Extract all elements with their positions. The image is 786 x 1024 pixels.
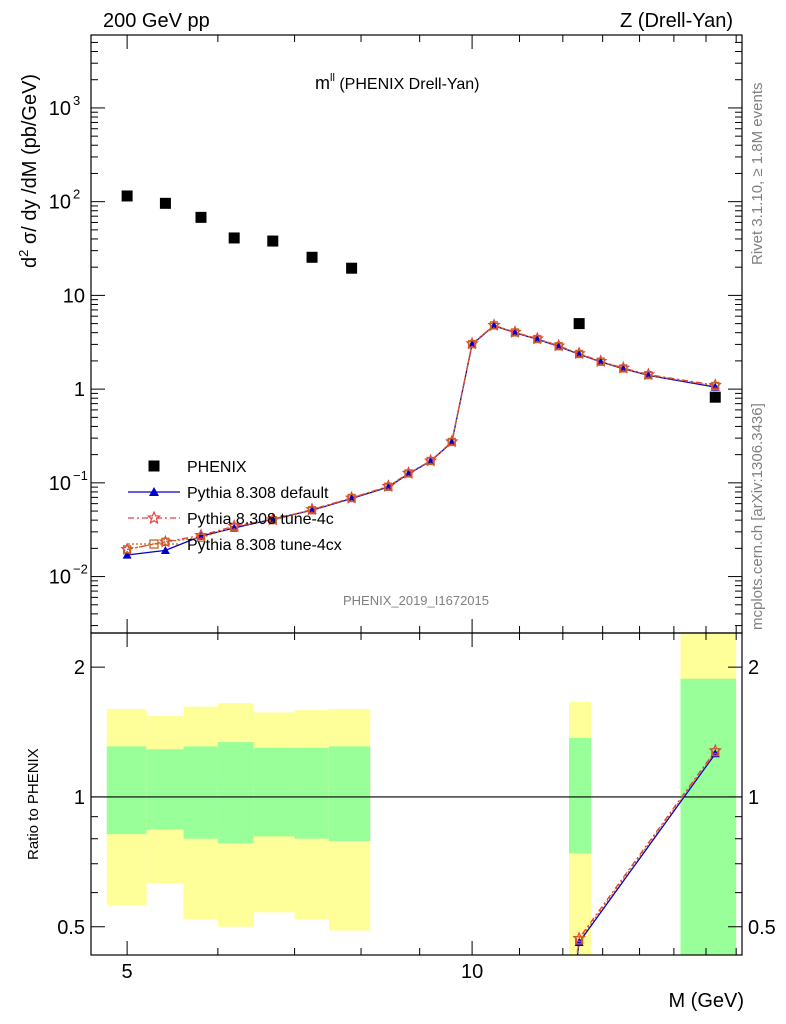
ratio-point-s2-0 (566, 1013, 573, 1020)
rivet-label: Rivet 3.1.10, ≥ 1.8M events (749, 83, 766, 266)
top-point-s3-13 (510, 328, 520, 337)
top-ytick-exp-0: −2 (73, 562, 88, 577)
ratio-ytick-label-right-1: 1 (748, 787, 759, 809)
top-ytick-label-3: 10 (63, 285, 85, 307)
top-point-s0-5 (306, 251, 318, 263)
top-point-s0-2 (195, 211, 207, 223)
top-ylabel: d2 σ/ dy /dM (pb/GeV) (16, 74, 41, 268)
ratio-point-s2-2 (711, 748, 720, 757)
top-point-s1-1 (160, 545, 170, 555)
top-ytick-exp-4: 2 (73, 187, 80, 202)
top-ytick-label-4: 10 (49, 192, 71, 214)
top-point-s0-0 (121, 190, 133, 202)
plot-title-rest: (PHENIX Drell-Yan) (335, 76, 480, 93)
mcplots-label: mcplots.cern.ch [arXiv:1306.3436] (749, 403, 766, 630)
ratio-series-line-1 (576, 750, 716, 955)
top-ytick-label-2: 1 (74, 379, 85, 401)
axis-ticks (91, 34, 742, 955)
legend-label-1: Pythia 8.308 default (187, 485, 329, 502)
legend-marker-0 (148, 460, 160, 472)
top-point-s3-7 (384, 482, 393, 491)
ratio-ytick-label-right-2: 2 (748, 657, 759, 679)
plot-title-main: m (315, 73, 330, 93)
top-point-s1-0 (122, 550, 132, 559)
top-point-s3-16 (574, 349, 584, 359)
legend-label-3: Pythia 8.308 tune-4cx (187, 537, 342, 554)
ratio-ytick-label-left-0: 0.5 (57, 917, 85, 939)
top-point-s3-8 (404, 469, 413, 478)
analysis-id: PHENIX_2019_I1672015 (343, 593, 489, 608)
legend-label-2: Pythia 8.308 tune-4c (187, 511, 334, 528)
top-point-s3-12 (489, 321, 499, 330)
ratio-ytick-label-left-2: 2 (74, 657, 85, 679)
top-ytick-exp-1: −1 (73, 468, 88, 483)
top-point-s3-4 (268, 515, 277, 525)
top-point-s0-7 (573, 318, 585, 330)
top-ylabel-pre: d (19, 257, 41, 268)
ratio-point-s0-0 (565, 1018, 574, 1024)
top-point-s0-3 (228, 232, 240, 244)
plot-title: mll (PHENIX Drell-Yan) (315, 72, 480, 93)
top-point-s3-2 (196, 533, 206, 542)
band-inner-6 (328, 746, 371, 842)
x-axis-label: M (GeV) (668, 990, 744, 1012)
band-inner-8 (680, 678, 737, 955)
ratio-ytick-label-right-0: 0.5 (748, 917, 776, 939)
top-series-markers (120, 190, 722, 559)
top-point-s3-15 (554, 342, 563, 351)
top-ylabel-sup: 2 (16, 250, 31, 257)
top-ylabel-post: σ/ dy /dM (pb/GeV) (19, 74, 41, 250)
top-point-s3-1 (161, 537, 170, 546)
top-point-s3-0 (122, 545, 132, 554)
legend-marker-2 (146, 510, 162, 525)
top-point-s3-5 (307, 506, 317, 515)
band-inner-5 (294, 747, 329, 839)
top-point-s3-20 (711, 381, 720, 391)
axis-frames (90, 34, 743, 956)
top-point-s0-8 (709, 391, 721, 403)
top-ytick-label-1: 10 (49, 473, 71, 495)
xtick-label-1: 10 (461, 961, 483, 983)
top-point-s3-11 (467, 339, 477, 349)
legend-marker-1 (149, 487, 159, 496)
top-ytick-label-0: 10 (49, 567, 71, 589)
band-inner-4 (253, 747, 295, 837)
top-point-s0-4 (267, 235, 279, 247)
band-inner-7 (569, 737, 592, 854)
top-point-s3-6 (347, 493, 356, 503)
top-point-s3-10 (447, 437, 456, 447)
top-point-s0-6 (346, 262, 358, 274)
top-point-s3-9 (426, 456, 435, 466)
header-right: Z (Drell-Yan) (620, 10, 733, 32)
top-series-line-3 (126, 324, 716, 551)
top-point-s3-14 (533, 334, 542, 344)
top-point-s3-17 (596, 357, 605, 366)
ratio-bands (91, 633, 742, 955)
legend-marker-3 (149, 539, 159, 549)
ratio-ylabel: Ratio to PHENIX (25, 748, 42, 860)
legend-label-0: PHENIX (187, 459, 247, 476)
top-point-s0-1 (159, 197, 171, 209)
top-ytick-exp-5: 3 (73, 93, 80, 108)
ratio-point-s2-1 (574, 936, 584, 945)
ratio-frame (90, 632, 743, 956)
header-left: 200 GeV pp (103, 10, 210, 32)
ratio-point-s1-0 (564, 1011, 574, 1021)
band-inner-3 (217, 742, 254, 844)
top-point-s3-18 (619, 364, 628, 373)
top-ytick-label-5: 10 (49, 98, 71, 120)
band-inner-0 (106, 746, 147, 835)
ratio-series-markers (564, 743, 722, 1024)
top-point-s3-3 (230, 522, 239, 531)
band-inner-1 (146, 749, 184, 830)
legend: PHENIX Pythia 8.308 default Pythia 8.308 t… (128, 459, 342, 554)
plot-title-sup: ll (330, 72, 335, 84)
xtick-label-0: 5 (122, 961, 133, 983)
ratio-ytick-label-left-1: 1 (74, 787, 85, 809)
band-inner-2 (183, 746, 218, 839)
top-point-s3-19 (644, 370, 653, 380)
